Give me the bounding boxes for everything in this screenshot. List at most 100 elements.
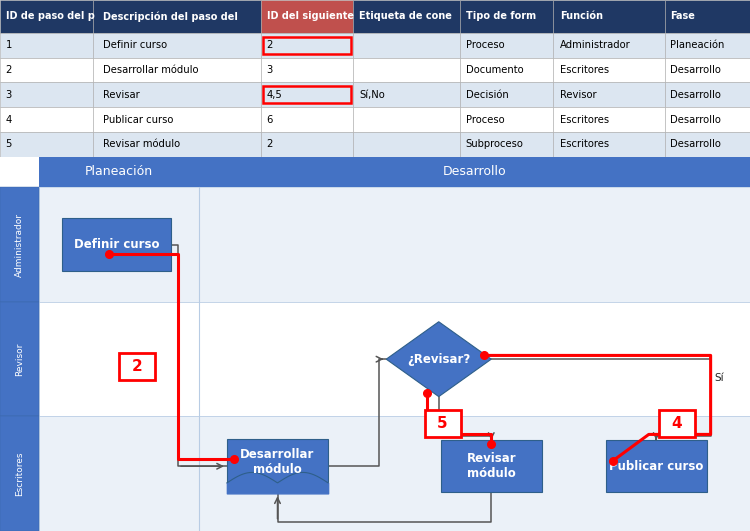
FancyBboxPatch shape xyxy=(553,82,665,107)
Text: 6: 6 xyxy=(266,115,273,125)
FancyBboxPatch shape xyxy=(93,107,261,132)
Text: 2: 2 xyxy=(266,139,273,149)
FancyBboxPatch shape xyxy=(93,58,261,82)
Text: Proceso: Proceso xyxy=(466,40,504,50)
Text: 2: 2 xyxy=(266,40,273,50)
FancyBboxPatch shape xyxy=(665,82,750,107)
Text: Revisor: Revisor xyxy=(560,90,596,100)
FancyBboxPatch shape xyxy=(39,187,750,302)
Text: Desarrollo: Desarrollo xyxy=(670,65,721,75)
FancyBboxPatch shape xyxy=(93,132,261,157)
Text: Escritores: Escritores xyxy=(560,65,609,75)
FancyBboxPatch shape xyxy=(0,157,750,531)
Text: Escritores: Escritores xyxy=(560,115,609,125)
FancyBboxPatch shape xyxy=(261,107,353,132)
FancyBboxPatch shape xyxy=(353,107,460,132)
Text: Planeación: Planeación xyxy=(670,40,724,50)
Text: Desarrollo: Desarrollo xyxy=(670,139,721,149)
FancyBboxPatch shape xyxy=(0,107,93,132)
Text: Publicar curso: Publicar curso xyxy=(609,460,703,473)
Text: Desarrollar
módulo: Desarrollar módulo xyxy=(240,449,315,476)
Text: Definir curso: Definir curso xyxy=(74,238,159,251)
FancyBboxPatch shape xyxy=(261,58,353,82)
FancyBboxPatch shape xyxy=(39,416,750,531)
FancyBboxPatch shape xyxy=(460,132,553,157)
Text: 2: 2 xyxy=(5,65,12,75)
Text: 5: 5 xyxy=(437,416,448,431)
Text: Desarrollo: Desarrollo xyxy=(670,115,721,125)
FancyBboxPatch shape xyxy=(658,410,694,438)
Text: ID de paso del p: ID de paso del p xyxy=(5,12,94,21)
FancyBboxPatch shape xyxy=(353,58,460,82)
Text: Subproceso: Subproceso xyxy=(466,139,524,149)
Text: Desarrollo: Desarrollo xyxy=(442,166,506,178)
Text: 5: 5 xyxy=(5,139,12,149)
Text: Revisor: Revisor xyxy=(15,342,24,376)
Text: Sí: Sí xyxy=(714,373,724,383)
FancyBboxPatch shape xyxy=(424,410,460,438)
FancyBboxPatch shape xyxy=(261,0,353,33)
FancyBboxPatch shape xyxy=(460,58,553,82)
FancyBboxPatch shape xyxy=(441,440,542,492)
Text: Tipo de form: Tipo de form xyxy=(466,12,536,21)
Text: 4: 4 xyxy=(5,115,12,125)
Text: Administrador: Administrador xyxy=(560,40,631,50)
FancyBboxPatch shape xyxy=(0,0,93,33)
FancyBboxPatch shape xyxy=(226,439,328,483)
FancyBboxPatch shape xyxy=(39,157,750,187)
Text: ID del siguiente: ID del siguiente xyxy=(266,12,353,21)
Text: 4,5: 4,5 xyxy=(266,90,282,100)
Text: 2: 2 xyxy=(131,359,142,374)
FancyBboxPatch shape xyxy=(118,353,154,380)
Text: 3: 3 xyxy=(266,65,273,75)
FancyBboxPatch shape xyxy=(353,33,460,58)
FancyBboxPatch shape xyxy=(606,440,706,492)
FancyBboxPatch shape xyxy=(261,132,353,157)
FancyBboxPatch shape xyxy=(665,107,750,132)
FancyBboxPatch shape xyxy=(665,58,750,82)
Polygon shape xyxy=(386,322,491,397)
FancyBboxPatch shape xyxy=(93,82,261,107)
Text: Escritores: Escritores xyxy=(15,451,24,496)
Text: Sí,No: Sí,No xyxy=(359,90,386,100)
Text: ¿Revisar?: ¿Revisar? xyxy=(407,353,470,366)
Text: Desarrollo: Desarrollo xyxy=(670,90,721,100)
FancyBboxPatch shape xyxy=(0,132,93,157)
FancyBboxPatch shape xyxy=(0,187,39,302)
Text: Documento: Documento xyxy=(466,65,524,75)
FancyBboxPatch shape xyxy=(553,33,665,58)
Text: Revisar
módulo: Revisar módulo xyxy=(466,452,516,480)
FancyBboxPatch shape xyxy=(93,33,261,58)
Text: Publicar curso: Publicar curso xyxy=(103,115,173,125)
FancyBboxPatch shape xyxy=(93,0,261,33)
Text: Definir curso: Definir curso xyxy=(103,40,167,50)
FancyBboxPatch shape xyxy=(0,416,39,531)
Text: 4: 4 xyxy=(671,416,682,431)
Text: Etiqueta de cone: Etiqueta de cone xyxy=(359,12,452,21)
FancyBboxPatch shape xyxy=(460,0,553,33)
FancyBboxPatch shape xyxy=(665,132,750,157)
Text: No: No xyxy=(446,410,460,421)
FancyBboxPatch shape xyxy=(261,82,353,107)
Text: Descripción del paso del: Descripción del paso del xyxy=(103,11,238,22)
Text: Escritores: Escritores xyxy=(560,139,609,149)
Text: Fase: Fase xyxy=(670,12,695,21)
Text: 1: 1 xyxy=(5,40,12,50)
FancyBboxPatch shape xyxy=(39,302,750,416)
Text: Revisar: Revisar xyxy=(103,90,140,100)
FancyBboxPatch shape xyxy=(62,218,170,271)
Text: Administrador: Administrador xyxy=(15,212,24,277)
FancyBboxPatch shape xyxy=(553,107,665,132)
FancyBboxPatch shape xyxy=(0,58,93,82)
FancyBboxPatch shape xyxy=(553,58,665,82)
Text: 3: 3 xyxy=(5,90,12,100)
FancyBboxPatch shape xyxy=(0,82,93,107)
FancyBboxPatch shape xyxy=(460,82,553,107)
FancyBboxPatch shape xyxy=(553,0,665,33)
FancyBboxPatch shape xyxy=(0,302,39,416)
FancyBboxPatch shape xyxy=(353,82,460,107)
Text: Planeación: Planeación xyxy=(85,166,153,178)
FancyBboxPatch shape xyxy=(261,33,353,58)
FancyBboxPatch shape xyxy=(353,132,460,157)
FancyBboxPatch shape xyxy=(665,33,750,58)
